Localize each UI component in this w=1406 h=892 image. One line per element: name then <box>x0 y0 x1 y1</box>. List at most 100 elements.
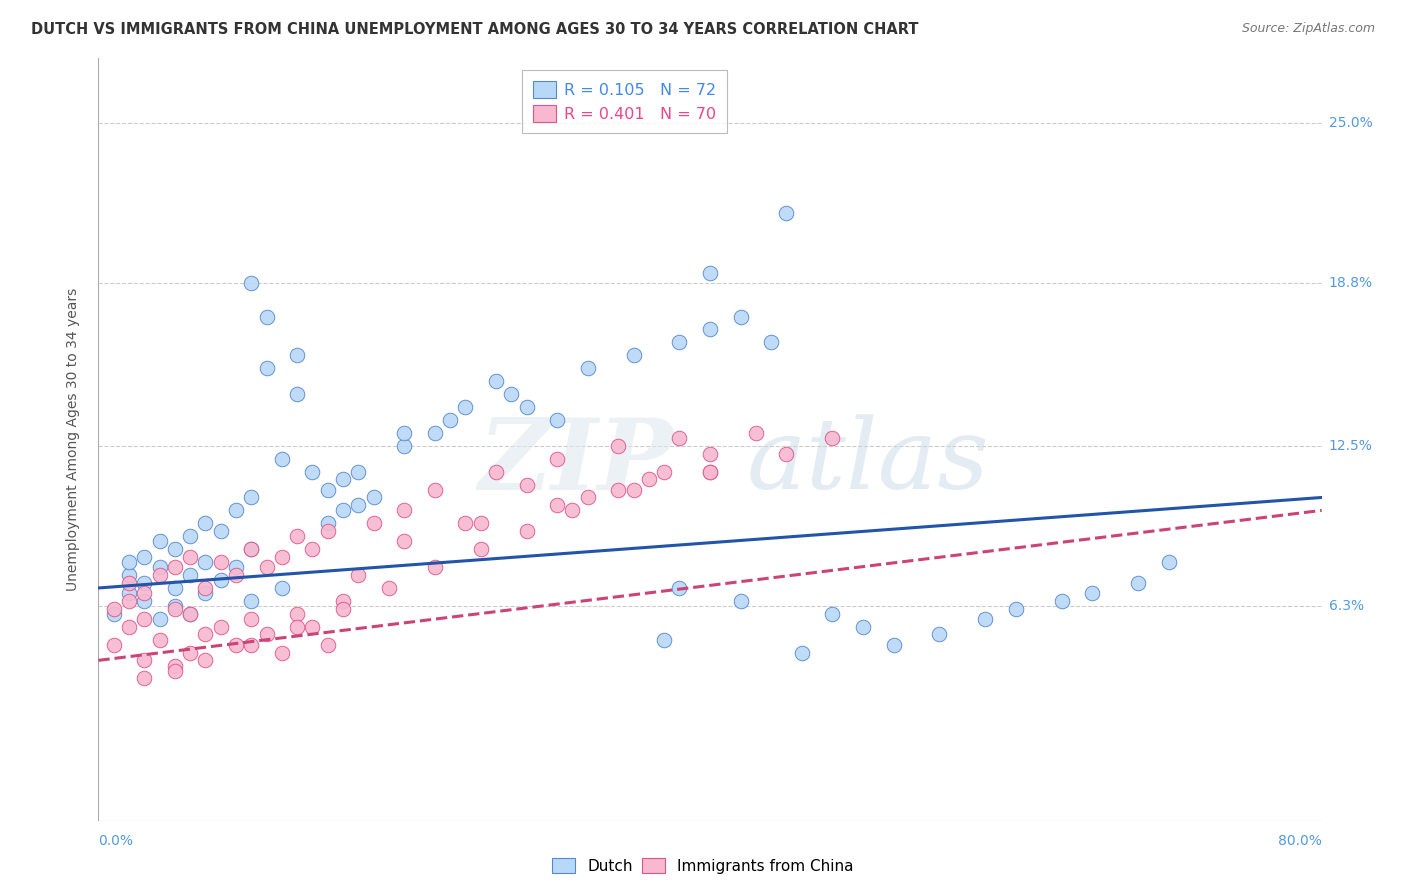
Point <box>118 555 141 569</box>
Point <box>730 594 752 608</box>
Point <box>332 503 354 517</box>
Point <box>240 594 263 608</box>
Point <box>454 516 477 531</box>
Point <box>852 620 875 634</box>
Point <box>332 601 354 615</box>
Point <box>194 586 217 600</box>
Point <box>194 516 217 531</box>
Point <box>118 568 141 582</box>
Point <box>607 483 630 497</box>
Point <box>423 483 446 497</box>
Point <box>163 664 186 678</box>
Point <box>194 555 217 569</box>
Point <box>790 646 813 660</box>
Point <box>179 607 201 621</box>
Point <box>699 446 721 460</box>
Point <box>134 672 156 686</box>
Point <box>225 568 247 582</box>
Point <box>775 446 797 460</box>
Point <box>546 413 568 427</box>
Point <box>285 387 308 401</box>
Point <box>256 627 278 641</box>
Point <box>301 542 323 557</box>
Point <box>179 568 201 582</box>
Point <box>149 612 172 626</box>
Point <box>240 276 263 290</box>
Point <box>163 599 186 613</box>
Point <box>103 607 125 621</box>
Point <box>149 560 172 574</box>
Point <box>209 573 232 587</box>
Point <box>699 465 721 479</box>
Point <box>118 575 141 590</box>
Point <box>821 607 844 621</box>
Text: 25.0%: 25.0% <box>1329 116 1372 129</box>
Point <box>134 549 156 564</box>
Point <box>652 632 675 647</box>
Point <box>1128 575 1150 590</box>
Text: Source: ZipAtlas.com: Source: ZipAtlas.com <box>1241 22 1375 36</box>
Point <box>163 560 186 574</box>
Point <box>209 555 232 569</box>
Point <box>423 425 446 440</box>
Point <box>194 627 217 641</box>
Point <box>699 465 721 479</box>
Point <box>285 620 308 634</box>
Point <box>347 568 370 582</box>
Point <box>256 560 278 574</box>
Point <box>316 524 339 538</box>
Point <box>623 348 645 362</box>
Text: DUTCH VS IMMIGRANTS FROM CHINA UNEMPLOYMENT AMONG AGES 30 TO 34 YEARS CORRELATIO: DUTCH VS IMMIGRANTS FROM CHINA UNEMPLOYM… <box>31 22 918 37</box>
Point <box>316 516 339 531</box>
Point <box>149 632 172 647</box>
Point <box>118 586 141 600</box>
Point <box>103 601 125 615</box>
Point <box>240 542 263 557</box>
Point <box>270 549 292 564</box>
Point <box>516 400 538 414</box>
Point <box>134 586 156 600</box>
Point <box>270 646 292 660</box>
Point <box>392 439 416 453</box>
Point <box>163 658 186 673</box>
Point <box>363 516 385 531</box>
Point <box>301 620 323 634</box>
Point <box>103 638 125 652</box>
Point <box>347 465 370 479</box>
Point <box>821 431 844 445</box>
Point <box>392 503 416 517</box>
Point <box>194 581 217 595</box>
Point <box>225 560 247 574</box>
Text: 80.0%: 80.0% <box>1278 834 1322 848</box>
Point <box>149 568 172 582</box>
Point <box>546 451 568 466</box>
Point <box>516 477 538 491</box>
Point <box>1004 601 1026 615</box>
Point <box>240 638 263 652</box>
Point <box>378 581 401 595</box>
Point <box>392 425 416 440</box>
Point <box>118 594 141 608</box>
Point <box>256 310 278 324</box>
Point <box>745 425 768 440</box>
Point <box>301 465 323 479</box>
Point <box>179 646 201 660</box>
Point <box>363 491 385 505</box>
Point <box>623 483 645 497</box>
Point <box>179 607 201 621</box>
Point <box>163 542 186 557</box>
Point <box>470 516 492 531</box>
Point <box>285 529 308 543</box>
Point <box>240 542 263 557</box>
Point <box>423 560 446 574</box>
Point <box>134 612 156 626</box>
Point <box>225 638 247 652</box>
Point <box>699 266 721 280</box>
Point <box>516 524 538 538</box>
Point <box>134 575 156 590</box>
Point <box>668 431 690 445</box>
Point <box>501 387 523 401</box>
Point <box>134 653 156 667</box>
Point <box>240 612 263 626</box>
Point <box>256 361 278 376</box>
